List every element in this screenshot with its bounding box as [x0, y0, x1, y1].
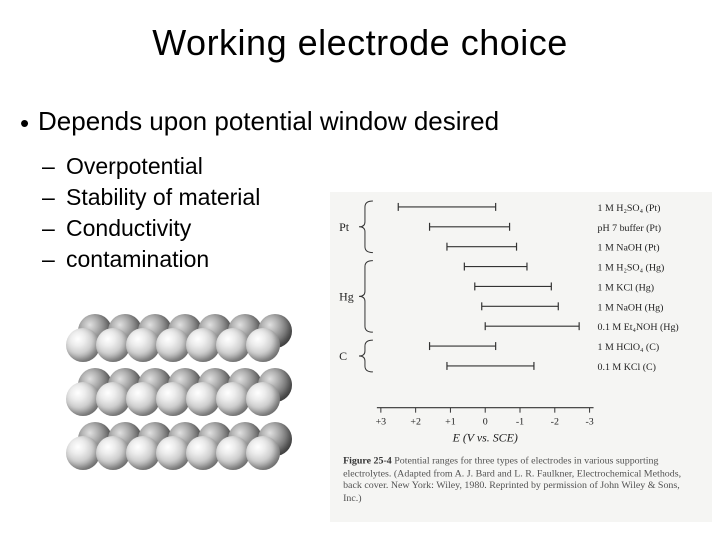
svg-text:-2: -2: [551, 417, 559, 428]
svg-text:Hg: Hg: [339, 289, 354, 303]
svg-text:0.1 M KCl (C): 0.1 M KCl (C): [598, 362, 656, 373]
svg-text:0.1 M Et₄NOH (Hg): 0.1 M Et₄NOH (Hg): [598, 322, 679, 333]
svg-text:-3: -3: [585, 417, 593, 428]
svg-text:1 M H₂SO₄ (Hg): 1 M H₂SO₄ (Hg): [598, 263, 665, 274]
svg-text:1 M NaOH (Hg): 1 M NaOH (Hg): [598, 302, 664, 313]
svg-text:-1: -1: [516, 417, 524, 428]
crystal-lattice-image: [68, 320, 308, 495]
svg-text:C: C: [339, 349, 347, 363]
main-bullet: Depends upon potential window desired: [0, 106, 720, 137]
svg-text:pH 7 buffer (Pt): pH 7 buffer (Pt): [598, 223, 661, 234]
slide-title: Working electrode choice: [0, 0, 720, 64]
svg-text:E (V vs. SCE): E (V vs. SCE): [452, 430, 518, 444]
svg-text:+3: +3: [376, 417, 387, 428]
svg-text:+1: +1: [445, 417, 456, 428]
svg-text:0: 0: [483, 417, 488, 428]
svg-text:1 M KCl (Hg): 1 M KCl (Hg): [598, 282, 655, 293]
sub-item: Overpotential: [66, 151, 720, 182]
svg-text:1 M H₂SO₄ (Pt): 1 M H₂SO₄ (Pt): [598, 203, 661, 214]
potential-window-figure: 1 M H₂SO₄ (Pt) pH 7 buffer (Pt) 1 M NaOH (…: [330, 192, 712, 522]
svg-text:Pt: Pt: [339, 220, 350, 234]
svg-text:1 M NaOH (Pt): 1 M NaOH (Pt): [598, 243, 660, 254]
svg-text:1 M HClO₄ (C): 1 M HClO₄ (C): [598, 342, 660, 353]
figure-caption: Figure 25-4 Potential ranges for three t…: [335, 451, 707, 505]
svg-text:+2: +2: [410, 417, 421, 428]
